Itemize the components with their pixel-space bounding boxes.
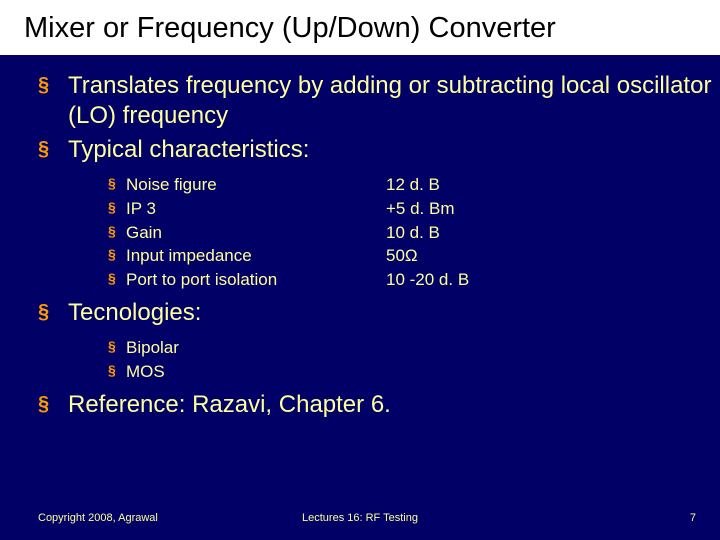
char-label: Noise figure	[126, 173, 386, 197]
char-value: 50Ω	[386, 244, 720, 268]
bullet-reference: § Reference: Razavi, Chapter 6.	[38, 390, 720, 420]
bullet-text: Translates frequency by adding or subtra…	[68, 72, 711, 129]
char-label: Gain	[126, 221, 386, 245]
char-label: Port to port isolation	[126, 268, 386, 292]
list-item: § Noise figure 12 d. B	[108, 173, 720, 197]
char-value: 12 d. B	[386, 173, 720, 197]
footer-center-text: Lectures 16: RF Testing	[0, 512, 720, 524]
square-bullet-icon: §	[108, 198, 116, 218]
list-item: § Port to port isolation 10 -20 d. B	[108, 268, 720, 292]
page-number: 7	[690, 512, 696, 524]
characteristics-list: § Noise figure 12 d. B § IP 3 +5 d. Bm §…	[38, 169, 720, 298]
square-bullet-icon: §	[108, 174, 116, 194]
bullet-text: Typical characteristics:	[68, 136, 309, 163]
char-label: IP 3	[126, 197, 386, 221]
char-value: 10 -20 d. B	[386, 268, 720, 292]
bullet-text: Tecnologies:	[68, 299, 201, 326]
tech-label: MOS	[126, 362, 165, 381]
square-bullet-icon: §	[38, 73, 49, 98]
list-item: § IP 3 +5 d. Bm	[108, 197, 720, 221]
square-bullet-icon: §	[108, 361, 116, 381]
slide-title: Mixer or Frequency (Up/Down) Converter	[0, 0, 720, 55]
char-value: 10 d. B	[386, 221, 720, 245]
char-value: +5 d. Bm	[386, 197, 720, 221]
list-item: § Bipolar	[108, 336, 720, 360]
list-item: § Gain 10 d. B	[108, 221, 720, 245]
list-item: § MOS	[108, 360, 720, 384]
square-bullet-icon: §	[38, 392, 49, 417]
square-bullet-icon: §	[108, 337, 116, 357]
square-bullet-icon: §	[38, 137, 49, 162]
square-bullet-icon: §	[108, 269, 116, 289]
bullet-technologies: § Tecnologies:	[38, 298, 720, 328]
square-bullet-icon: §	[108, 222, 116, 242]
bullet-characteristics: § Typical characteristics:	[38, 135, 720, 165]
square-bullet-icon: §	[38, 300, 49, 325]
tech-label: Bipolar	[126, 338, 179, 357]
slide-content: § Translates frequency by adding or subt…	[0, 55, 720, 420]
bullet-text: Reference: Razavi, Chapter 6.	[68, 391, 391, 418]
square-bullet-icon: §	[108, 245, 116, 265]
list-item: § Input impedance 50Ω	[108, 244, 720, 268]
technologies-list: § Bipolar § MOS	[38, 332, 720, 390]
bullet-translates: § Translates frequency by adding or subt…	[38, 71, 720, 131]
char-label: Input impedance	[126, 244, 386, 268]
